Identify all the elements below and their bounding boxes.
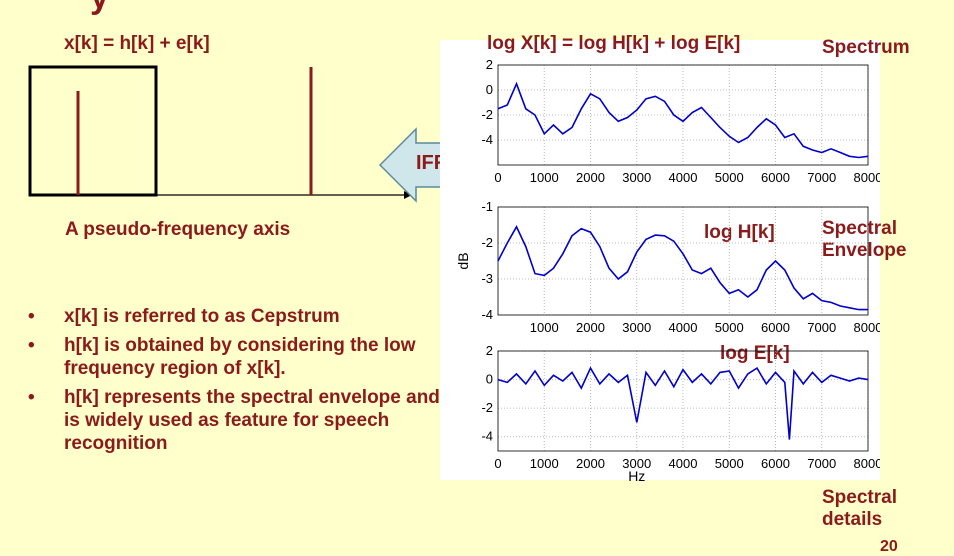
log-spectrum-equation: log X[k] = log H[k] + log E[k] [487, 33, 741, 54]
y-tick-label: -1 [481, 199, 493, 214]
spectrum-plot: 0 1000 2000 3000 4000 5000 6000 7000 8000 2 0 -2 -4 [481, 57, 880, 185]
x-tick-label: 7000 [807, 170, 836, 185]
bullet-item: • h[k] represents the spectral envelope a… [28, 387, 440, 454]
y-tick-label: -2 [481, 235, 493, 250]
y-tick-label: 0 [486, 372, 493, 387]
x-tick-label: 6000 [761, 170, 790, 185]
x-tick-label: 6000 [761, 320, 790, 335]
plot-frame [497, 64, 869, 166]
series-line [497, 81, 869, 159]
page-number: 20 [880, 538, 898, 555]
cepstrum-equation: x[k] = h[k] + e[k] [64, 33, 210, 54]
x-tick-label: 4000 [669, 320, 698, 335]
log-h-label: log H[k] [704, 222, 775, 243]
x-tick-label: 1000 [530, 456, 559, 471]
y-tick-label: -2 [481, 107, 493, 122]
y-tick-label: -4 [481, 307, 493, 322]
slide-title: y [90, 0, 109, 17]
series-line [497, 225, 868, 311]
y-tick-label: -4 [481, 429, 493, 444]
x-tick-label: 5000 [715, 456, 744, 471]
x-tick-label: 3000 [622, 320, 651, 335]
x-axis-label: Hz [628, 468, 645, 484]
x-tick-label: 3000 [622, 456, 651, 471]
plot-frame [497, 350, 869, 452]
x-tick-label: 8000 [854, 170, 880, 185]
bullet-dot-icon: • [28, 335, 35, 356]
y-tick-label: -2 [481, 400, 493, 415]
spectral-details-plot: 0 1000 2000 3000 4000 5000 6000 7000 8000 2 0 -2 -4 H… [481, 343, 880, 484]
x-tick-label: 7000 [807, 320, 836, 335]
series-line [497, 366, 869, 440]
bullet-list: • x[k] is referred to as Cepstrum • h[k] i… [0, 305, 450, 461]
x-tick-label: 4000 [669, 456, 698, 471]
low-quefrency-window [28, 65, 158, 197]
x-tick-label: 2000 [576, 456, 605, 471]
spectral-envelope-label: Spectral Envelope [822, 218, 907, 261]
axis-arrowhead [404, 191, 412, 199]
y-tick-label: 2 [486, 343, 493, 358]
pseudo-frequency-axis-diagram [28, 65, 412, 199]
x-tick-label: 8000 [854, 320, 880, 335]
x-tick-label: 2000 [576, 170, 605, 185]
spectrum-label: Spectrum [822, 37, 910, 58]
spectra-plots: 0 1000 2000 3000 4000 5000 6000 7000 800020-2-4 … [455, 57, 880, 484]
y-tick-label: -3 [481, 271, 493, 286]
x-tick-label: 0 [494, 170, 501, 185]
y-tick-label: 2 [486, 57, 493, 72]
bullet-item: • h[k] is obtained by considering the low… [28, 335, 416, 379]
x-tick-label: 3000 [622, 170, 651, 185]
x-tick-label: 5000 [715, 320, 744, 335]
x-tick-label: 1000 [530, 320, 559, 335]
figure-panel [440, 40, 880, 480]
x-tick-label: 5000 [715, 170, 744, 185]
bullet-item: • x[k] is referred to as Cepstrum [28, 306, 340, 327]
x-tick-label: 7000 [807, 456, 836, 471]
x-tick-label: 1000 [530, 170, 559, 185]
spectral-envelope-plot: 1000 2000 3000 4000 5000 6000 7000 8000 -1 -2 -3 -4… [455, 199, 880, 335]
bullet-dot-icon: • [28, 306, 35, 327]
log-e-label: log E[k] [720, 343, 790, 364]
y-tick-label: -4 [481, 132, 493, 147]
y-tick-label: 0 [486, 82, 493, 97]
x-tick-label: 4000 [669, 170, 698, 185]
bullet-dot-icon: • [28, 387, 35, 408]
pseudo-frequency-axis-caption: A pseudo-frequency axis [65, 219, 291, 240]
y-axis-label: dB [455, 252, 471, 269]
x-tick-label: 8000 [854, 456, 880, 471]
x-tick-label: 6000 [761, 456, 790, 471]
spectral-details-label: Spectral details [822, 487, 897, 530]
x-tick-label: 0 [494, 456, 501, 471]
x-tick-label: 2000 [576, 320, 605, 335]
